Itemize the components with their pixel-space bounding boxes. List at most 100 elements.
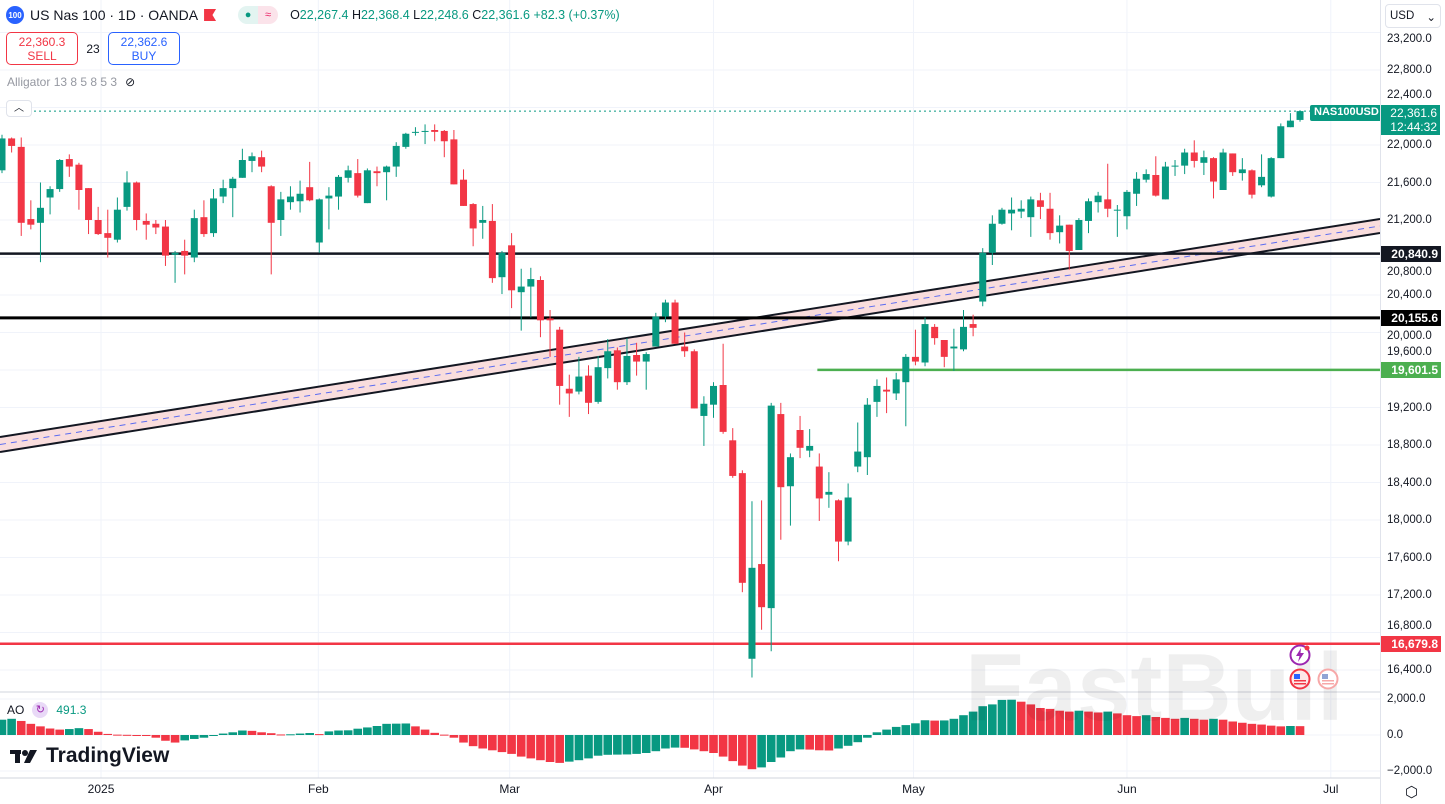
flag-icon[interactable] [204, 9, 217, 21]
ao-bar [170, 735, 180, 743]
ao-bar [988, 704, 997, 735]
sell-button[interactable]: 22,360.3 SELL [6, 32, 78, 65]
candle-body [825, 491, 833, 495]
candle [786, 453, 794, 526]
candle-body [1046, 208, 1054, 234]
candle-body [1133, 178, 1141, 194]
price-tick-label: 16,400.0 [1387, 664, 1432, 676]
us-flag-event-icon[interactable] [1289, 668, 1311, 690]
ao-legend[interactable]: AO ↻ 491.3 [7, 702, 86, 718]
channel-lower-line[interactable] [0, 232, 1380, 453]
candle-body [661, 302, 669, 317]
candle-body [594, 367, 602, 402]
ao-bar [430, 732, 439, 735]
candle [719, 343, 727, 434]
candle-body [690, 351, 698, 409]
channel-mid-line [0, 225, 1380, 445]
candle-body [1171, 165, 1179, 167]
candle-body [421, 130, 429, 132]
candle [565, 374, 573, 417]
ao-bar [411, 726, 420, 735]
settings-icon[interactable]: ⬡ [1405, 784, 1419, 801]
candle-body [844, 497, 852, 542]
price-tick-label: 22,400.0 [1387, 88, 1432, 101]
candle-body [181, 250, 189, 256]
ao-bar [286, 734, 295, 736]
candle-body [1238, 169, 1246, 174]
candle [1094, 191, 1102, 213]
candle-body [863, 404, 871, 458]
price-tick-label: 20,800.0 [1387, 265, 1432, 278]
collapse-legend-button[interactable]: ︿ [6, 100, 32, 117]
level-price-label: 19,601.5 [1381, 361, 1441, 378]
us-flag-event-icon[interactable] [1317, 668, 1339, 690]
candle [210, 189, 218, 237]
ao-bar [795, 735, 805, 750]
ao-bar [238, 730, 247, 735]
lightning-event-icon[interactable] [1289, 644, 1311, 666]
ao-bar [228, 732, 238, 735]
ao-histogram [0, 699, 1305, 770]
ao-bar [757, 735, 766, 768]
candle-body [1190, 152, 1198, 161]
candle [267, 185, 275, 275]
candle [1219, 148, 1227, 190]
ao-bar [1036, 708, 1045, 735]
candle [1133, 172, 1141, 206]
candle [277, 191, 285, 236]
price-tick-label: 18,800.0 [1387, 439, 1432, 451]
ao-bar [939, 720, 949, 735]
candle [517, 268, 525, 331]
candle [104, 209, 112, 258]
tradingview-logo[interactable]: TradingView [10, 744, 169, 768]
candle-body [440, 130, 448, 142]
ao-bar [65, 729, 74, 735]
candles [0, 110, 1304, 678]
price-chart[interactable] [0, 0, 1380, 804]
candle [671, 299, 679, 344]
ao-bar [545, 735, 555, 762]
candle-body [998, 209, 1006, 224]
candle [1200, 150, 1208, 175]
indicator-name: Alligator 13 8 5 8 5 3 [7, 75, 118, 89]
candle-body [508, 245, 516, 291]
ao-bar [1199, 719, 1209, 735]
channel-upper-line[interactable] [0, 218, 1380, 438]
market-status[interactable]: ● ≈ [238, 6, 279, 24]
candle-body [786, 457, 794, 487]
ao-bar [920, 720, 930, 735]
ao-bar [1016, 701, 1026, 735]
candle-body [911, 356, 919, 362]
currency-select[interactable]: USD ⌄ [1385, 4, 1441, 28]
ao-bar [93, 731, 103, 735]
refresh-icon[interactable]: ↻ [32, 702, 49, 718]
candle-body [94, 220, 102, 235]
candle [642, 352, 650, 390]
ao-bar [36, 726, 45, 735]
candle [306, 161, 314, 202]
candle [1027, 196, 1035, 237]
candle-body [0, 138, 6, 171]
ao-bar [805, 735, 814, 750]
candle-body [1161, 166, 1169, 200]
ao-bar [1132, 716, 1141, 735]
ao-bar [1055, 710, 1064, 735]
candle-body [210, 198, 218, 234]
candle-body [104, 233, 112, 238]
candle [921, 317, 929, 367]
candle-body [1152, 175, 1160, 196]
hidden-eye-icon[interactable]: ⊘ [125, 75, 136, 89]
symbol-title[interactable]: US Nas 100 · 1D · OANDA [30, 7, 199, 23]
ao-bar [949, 718, 959, 735]
indicator-legend[interactable]: Alligator 13 8 5 8 5 3 ⊘ [7, 75, 135, 89]
candle [1238, 158, 1246, 181]
candle [835, 499, 843, 562]
candle-body [383, 166, 391, 173]
candle-body [171, 252, 179, 255]
price-tick-label: 17,200.0 [1387, 589, 1432, 601]
watermark: FastBull [965, 634, 1344, 741]
candle [200, 200, 208, 237]
buy-button[interactable]: 22,362.6 BUY [108, 32, 180, 65]
ao-bar [459, 735, 468, 743]
candle-body [604, 351, 612, 369]
